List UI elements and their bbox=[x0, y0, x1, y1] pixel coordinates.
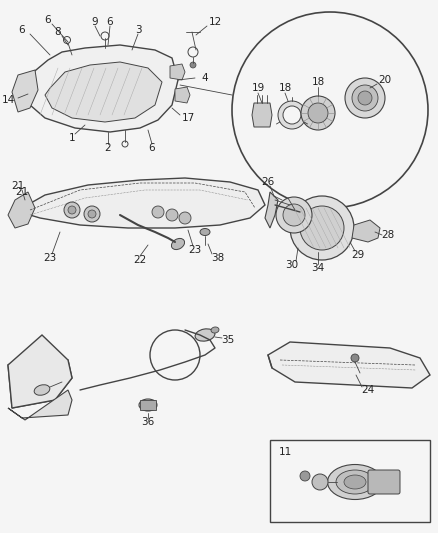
Ellipse shape bbox=[336, 470, 374, 494]
Text: 23: 23 bbox=[188, 245, 201, 255]
Circle shape bbox=[312, 474, 328, 490]
Text: 19: 19 bbox=[251, 83, 265, 93]
Circle shape bbox=[68, 206, 76, 214]
Ellipse shape bbox=[200, 229, 210, 236]
Circle shape bbox=[308, 103, 328, 123]
Polygon shape bbox=[25, 45, 178, 132]
Circle shape bbox=[166, 209, 178, 221]
Text: 21: 21 bbox=[11, 181, 25, 191]
Circle shape bbox=[276, 197, 312, 233]
Polygon shape bbox=[45, 62, 162, 122]
Text: 18: 18 bbox=[279, 83, 292, 93]
Polygon shape bbox=[8, 390, 72, 420]
Text: 36: 36 bbox=[141, 417, 155, 427]
Circle shape bbox=[64, 202, 80, 218]
Polygon shape bbox=[252, 103, 272, 127]
Text: 30: 30 bbox=[286, 260, 299, 270]
Text: 28: 28 bbox=[381, 230, 395, 240]
FancyBboxPatch shape bbox=[368, 470, 400, 494]
Text: 6: 6 bbox=[107, 17, 113, 27]
Polygon shape bbox=[268, 342, 430, 388]
Ellipse shape bbox=[211, 327, 219, 333]
Circle shape bbox=[179, 212, 191, 224]
Circle shape bbox=[278, 101, 306, 129]
Text: 14: 14 bbox=[1, 95, 14, 105]
Text: 11: 11 bbox=[279, 447, 292, 457]
Text: 6: 6 bbox=[45, 15, 51, 25]
Text: 20: 20 bbox=[378, 75, 392, 85]
Text: 35: 35 bbox=[221, 335, 235, 345]
Text: 38: 38 bbox=[212, 253, 225, 263]
Text: 26: 26 bbox=[261, 177, 275, 187]
Text: 29: 29 bbox=[351, 250, 364, 260]
Text: 23: 23 bbox=[43, 253, 57, 263]
Text: 3: 3 bbox=[135, 25, 141, 35]
Polygon shape bbox=[170, 64, 185, 80]
Circle shape bbox=[351, 354, 359, 362]
Polygon shape bbox=[352, 220, 380, 242]
Text: 4: 4 bbox=[201, 73, 208, 83]
Text: 24: 24 bbox=[361, 385, 374, 395]
Polygon shape bbox=[8, 192, 35, 228]
Ellipse shape bbox=[344, 475, 366, 489]
Circle shape bbox=[152, 206, 164, 218]
Text: 17: 17 bbox=[181, 113, 194, 123]
Text: 22: 22 bbox=[134, 255, 147, 265]
Text: 6: 6 bbox=[148, 143, 155, 153]
Text: 6: 6 bbox=[19, 25, 25, 35]
Polygon shape bbox=[20, 178, 265, 228]
Ellipse shape bbox=[328, 464, 382, 499]
Text: 1: 1 bbox=[69, 133, 75, 143]
Circle shape bbox=[352, 85, 378, 111]
Circle shape bbox=[301, 96, 335, 130]
Polygon shape bbox=[12, 70, 38, 112]
Ellipse shape bbox=[139, 399, 157, 411]
Circle shape bbox=[84, 206, 100, 222]
Text: 12: 12 bbox=[208, 17, 222, 27]
Circle shape bbox=[283, 106, 301, 124]
Bar bbox=[270, 440, 430, 522]
Text: 21: 21 bbox=[15, 187, 28, 197]
Circle shape bbox=[345, 78, 385, 118]
Circle shape bbox=[283, 204, 305, 226]
Text: 8: 8 bbox=[55, 27, 61, 37]
Circle shape bbox=[290, 196, 354, 260]
Polygon shape bbox=[8, 335, 72, 408]
Ellipse shape bbox=[171, 238, 184, 249]
Polygon shape bbox=[175, 87, 190, 103]
Circle shape bbox=[358, 91, 372, 105]
Text: 9: 9 bbox=[92, 17, 98, 27]
Text: 18: 18 bbox=[311, 77, 325, 87]
Ellipse shape bbox=[34, 385, 50, 395]
Circle shape bbox=[88, 210, 96, 218]
Text: 34: 34 bbox=[311, 263, 325, 273]
Bar bbox=[140, 400, 156, 410]
Text: 2: 2 bbox=[105, 143, 111, 153]
Circle shape bbox=[190, 62, 196, 68]
Ellipse shape bbox=[195, 329, 215, 341]
Polygon shape bbox=[265, 192, 278, 228]
Circle shape bbox=[300, 471, 310, 481]
Circle shape bbox=[300, 206, 344, 250]
Polygon shape bbox=[8, 355, 72, 408]
